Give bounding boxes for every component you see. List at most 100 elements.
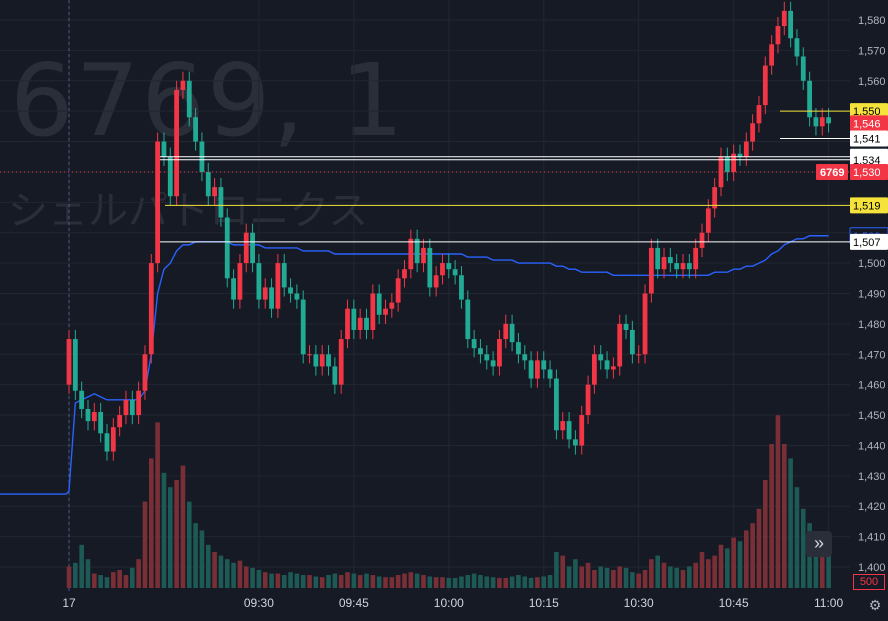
candle-body <box>737 153 743 157</box>
volume-bar <box>478 575 483 588</box>
y-tick-label: 1,570 <box>858 45 886 57</box>
x-tick-label: 09:45 <box>339 596 369 610</box>
volume-bar <box>617 566 623 588</box>
volume-bar <box>452 577 458 588</box>
volume-bar <box>326 575 331 588</box>
volume-bar <box>395 575 401 588</box>
candle-body <box>440 263 445 276</box>
volume-bar <box>819 544 825 588</box>
candle-body <box>345 308 350 340</box>
price-level-badge <box>850 115 888 132</box>
candle-body <box>433 275 439 288</box>
volume-bar <box>668 566 673 588</box>
scroll-to-realtime-button[interactable]: » <box>806 531 832 557</box>
candle-body <box>497 339 502 367</box>
volume-bar <box>623 567 629 588</box>
volume-bar <box>193 523 198 588</box>
y-tick-label: 1,410 <box>858 532 886 544</box>
candle-body <box>313 354 319 367</box>
volume-bar <box>484 576 490 588</box>
volume-bar <box>224 559 230 588</box>
candle-body <box>629 329 635 355</box>
x-tick-label: 10:45 <box>719 596 749 610</box>
candle-body <box>648 247 654 294</box>
price-level-badge <box>850 233 888 250</box>
volume-bar <box>592 570 597 588</box>
candle-body <box>655 247 661 270</box>
candle-body <box>667 257 673 264</box>
volume-bar <box>262 572 268 588</box>
candle-body <box>142 354 148 391</box>
candle-body <box>117 415 123 428</box>
candle-body <box>427 247 433 288</box>
volume-bar <box>800 508 806 588</box>
price-level-label: 1,541 <box>853 134 881 146</box>
volume-bar <box>85 559 91 588</box>
volume-bar <box>497 577 502 588</box>
candle-body <box>237 263 243 300</box>
x-tick-label: 10:30 <box>624 596 654 610</box>
candle-body <box>123 399 129 416</box>
volume-bar <box>440 577 445 588</box>
volume-bar <box>414 573 420 588</box>
volume-bar <box>130 567 135 588</box>
volume-bar <box>509 576 515 588</box>
volume-bar <box>174 480 179 588</box>
candle-body <box>699 232 705 248</box>
symbol-tag-badge <box>816 163 848 180</box>
y-tick-label: 1,470 <box>858 349 886 361</box>
candle-body <box>281 263 287 288</box>
candle-body <box>579 415 585 446</box>
volume-bar <box>604 567 610 588</box>
volume-bar <box>769 444 774 588</box>
volume-bar <box>269 573 274 588</box>
price-level-badge <box>850 163 888 180</box>
candle-body <box>351 308 357 330</box>
price-level-label: 1,507 <box>853 237 881 249</box>
volume-bar <box>560 555 566 588</box>
candle-body <box>421 247 426 264</box>
candle-body <box>535 360 540 379</box>
volume-bar <box>598 566 604 588</box>
volume-bar <box>718 544 724 588</box>
candle-body <box>205 171 211 197</box>
candle-body <box>91 412 97 422</box>
candle-body <box>680 263 686 270</box>
candle-body <box>807 80 813 118</box>
volume-bar <box>180 465 186 588</box>
candle-body <box>712 187 718 209</box>
volume-bar <box>408 572 414 588</box>
volume-bar <box>465 575 471 588</box>
volume-bar <box>250 567 255 588</box>
candle-body <box>604 360 610 370</box>
candle-body <box>591 354 597 385</box>
volume-bar <box>459 576 464 588</box>
candle-body <box>155 141 161 264</box>
candle-body <box>762 65 768 106</box>
volume-bar <box>503 577 509 588</box>
volume-bar <box>471 573 477 588</box>
volume-bar <box>611 570 616 588</box>
volume-bar <box>117 570 122 588</box>
volume-bar <box>186 501 192 588</box>
candle-body <box>800 56 806 81</box>
y-tick-label: 1,440 <box>858 440 886 452</box>
volume-bar <box>98 575 103 588</box>
candle-body <box>610 366 616 370</box>
candle-body <box>819 117 825 127</box>
candle-body <box>554 378 559 431</box>
volume-bar <box>794 487 800 588</box>
volume-bar <box>649 559 654 588</box>
volume-bar <box>636 573 641 588</box>
volume-bar <box>92 573 97 588</box>
price-level-label: 1,534 <box>853 155 881 167</box>
x-tick-label: 17 <box>62 596 76 610</box>
gear-icon[interactable]: ⚙ <box>868 597 882 613</box>
price-level-label: 1,530 <box>853 167 881 179</box>
symbol-tag-label: 6769 <box>820 167 844 179</box>
candle-body <box>636 354 642 356</box>
candle-body <box>788 10 794 39</box>
candle-body <box>686 263 692 270</box>
candle-body <box>85 408 91 422</box>
